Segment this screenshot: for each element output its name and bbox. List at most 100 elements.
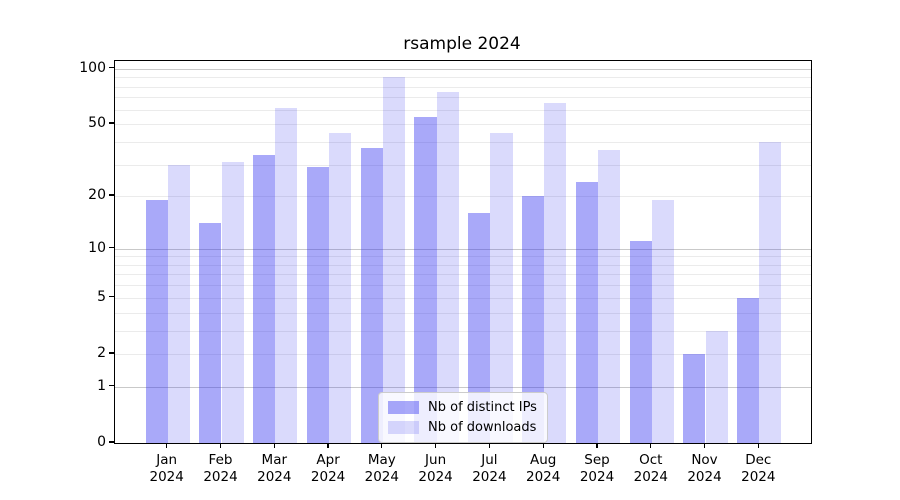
chart-title: rsample 2024 bbox=[403, 34, 521, 54]
gridline-minor-20 bbox=[115, 196, 811, 198]
bar-downloads-jun bbox=[436, 91, 459, 443]
bar-ips-feb bbox=[199, 223, 222, 443]
xtick-year: 2024 bbox=[364, 469, 399, 485]
xtick-month: Oct bbox=[639, 452, 663, 468]
xtick-mark-mar bbox=[273, 443, 275, 449]
xtick-label-oct: Oct 2024 bbox=[611, 452, 691, 486]
xtick-month: Dec bbox=[745, 452, 772, 468]
bar-downloads-jan bbox=[167, 164, 190, 443]
xtick-label-feb: Feb 2024 bbox=[181, 452, 261, 486]
xtick-label-may: May 2024 bbox=[342, 452, 422, 486]
xtick-mark-oct bbox=[650, 443, 652, 449]
gridline-minor-80 bbox=[115, 86, 811, 88]
ytick-label-10: 10 bbox=[88, 239, 106, 256]
xtick-month: Nov bbox=[691, 452, 718, 468]
gridline-minor-8 bbox=[115, 264, 811, 266]
bars-layer bbox=[115, 61, 811, 443]
xtick-mark-may bbox=[381, 443, 383, 449]
legend-label-downloads: Nb of downloads bbox=[428, 420, 537, 435]
bar-ips-oct bbox=[629, 241, 652, 443]
legend-swatch-distinct-ips bbox=[388, 401, 419, 414]
bar-downloads-sep bbox=[598, 150, 621, 443]
xtick-label-sep: Sep 2024 bbox=[557, 452, 637, 486]
xtick-month: Sep bbox=[584, 452, 610, 468]
xtick-year: 2024 bbox=[526, 469, 561, 485]
xtick-mark-aug bbox=[542, 443, 544, 449]
xtick-mark-nov bbox=[703, 443, 706, 449]
gridline-major-100 bbox=[115, 68, 811, 70]
xtick-label-jun: Jun 2024 bbox=[396, 452, 476, 486]
xtick-month: Jan bbox=[156, 452, 178, 468]
bar-downloads-jul bbox=[490, 132, 513, 443]
xtick-mark-jan bbox=[166, 443, 168, 449]
gridline-minor-4 bbox=[115, 312, 811, 314]
gridline-minor-70 bbox=[115, 97, 811, 99]
bar-ips-sep bbox=[575, 181, 598, 443]
xtick-month: Jul bbox=[481, 452, 498, 468]
gridline-minor-5 bbox=[115, 297, 811, 299]
ytick-label-100: 100 bbox=[79, 59, 106, 76]
xtick-label-dec: Dec 2024 bbox=[718, 452, 798, 486]
bar-ips-jan bbox=[145, 200, 168, 443]
bar-downloads-oct bbox=[651, 200, 674, 443]
legend-item-downloads: Nb of downloads bbox=[388, 420, 537, 435]
gridline-minor-3 bbox=[115, 330, 811, 332]
bar-ips-jun bbox=[414, 116, 437, 443]
xtick-month: Aug bbox=[530, 452, 557, 468]
xtick-year: 2024 bbox=[310, 469, 346, 485]
bar-ips-jul bbox=[468, 213, 491, 443]
bar-downloads-mar bbox=[275, 108, 298, 443]
xtick-label-aug: Aug 2024 bbox=[503, 452, 583, 486]
bar-downloads-feb bbox=[221, 161, 244, 443]
xtick-label-mar: Mar 2024 bbox=[234, 452, 314, 486]
bar-ips-dec bbox=[737, 297, 760, 443]
legend: Nb of distinct IPs Nb of downloads bbox=[378, 392, 548, 443]
xtick-mark-jun bbox=[434, 443, 437, 449]
xtick-mark-sep bbox=[596, 443, 598, 449]
xtick-month: Mar bbox=[261, 452, 288, 468]
gridline-major-10 bbox=[115, 248, 811, 250]
xtick-year: 2024 bbox=[149, 469, 184, 485]
bar-downloads-aug bbox=[544, 103, 567, 443]
xtick-label-jan: Jan 2024 bbox=[127, 452, 207, 486]
ytick-label-50: 50 bbox=[88, 115, 106, 132]
ytick-label-5: 5 bbox=[97, 288, 106, 305]
xtick-year: 2024 bbox=[633, 469, 668, 485]
xtick-year: 2024 bbox=[203, 469, 238, 485]
xtick-year: 2024 bbox=[687, 469, 722, 485]
gridline-minor-7 bbox=[115, 274, 811, 276]
gridline-minor-40 bbox=[115, 141, 811, 143]
bar-downloads-nov bbox=[705, 330, 728, 443]
xtick-month: Apr bbox=[316, 452, 340, 468]
bar-ips-aug bbox=[522, 196, 545, 443]
ytick-label-20: 20 bbox=[88, 187, 106, 204]
xtick-month: Feb bbox=[208, 452, 233, 468]
legend-label-distinct-ips: Nb of distinct IPs bbox=[428, 400, 537, 415]
ytick-label-0: 0 bbox=[97, 434, 106, 450]
xtick-mark-apr bbox=[327, 443, 329, 449]
ytick-label-1: 1 bbox=[97, 377, 106, 394]
xtick-label-nov: Nov 2024 bbox=[665, 452, 745, 486]
xtick-year: 2024 bbox=[257, 469, 292, 485]
gridline-minor-2 bbox=[115, 353, 811, 355]
bar-downloads-may bbox=[382, 77, 405, 443]
legend-swatch-downloads bbox=[388, 421, 419, 434]
xtick-mark-jul bbox=[488, 443, 491, 449]
xtick-month: May bbox=[367, 452, 396, 468]
gridline-minor-90 bbox=[115, 77, 811, 79]
gridline-minor-6 bbox=[115, 285, 811, 287]
bar-ips-may bbox=[360, 147, 383, 443]
legend-item-distinct-ips: Nb of distinct IPs bbox=[388, 400, 537, 415]
ytick-label-2: 2 bbox=[97, 344, 106, 361]
gridline-minor-60 bbox=[115, 109, 811, 111]
gridline-minor-50 bbox=[115, 124, 811, 126]
bar-downloads-apr bbox=[329, 132, 352, 443]
bar-downloads-dec bbox=[759, 141, 782, 443]
xtick-mark-dec bbox=[757, 443, 759, 449]
gridline-minor-30 bbox=[115, 164, 811, 166]
gridline-major-1 bbox=[115, 386, 811, 388]
xtick-year: 2024 bbox=[418, 469, 453, 485]
xtick-year: 2024 bbox=[472, 469, 507, 485]
gridline-minor-9 bbox=[115, 256, 811, 258]
